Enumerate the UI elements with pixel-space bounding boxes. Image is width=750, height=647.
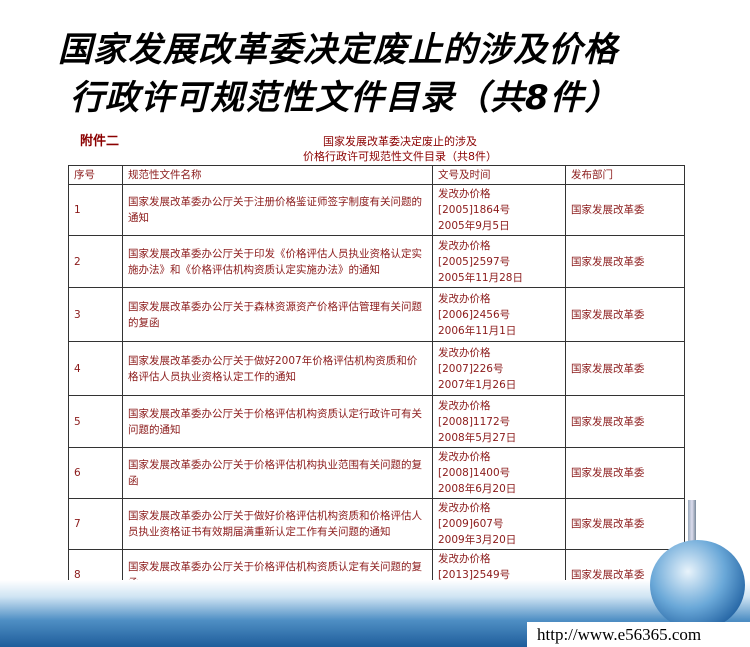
doc-date: 2008年6月20日	[438, 483, 517, 495]
doc-date: 2007年1月26日	[438, 378, 517, 391]
table-row: 3 国家发展改革委办公厅关于森林资源资产价格评估管理有关问题的复函 发改办价格 […	[68, 287, 685, 342]
doc-prefix: 发改办价格	[438, 188, 491, 200]
website-url: http://www.e56365.com	[527, 622, 750, 647]
regulations-table: 序号 规范性文件名称 文号及时间 发布部门 1 国家发展改革委办公厅关于注册价格…	[68, 165, 685, 601]
doc-date: 2005年11月28日	[438, 271, 523, 284]
slide-title-line2: 行政许可规范性文件目录（共8件）	[70, 78, 620, 118]
issuing-department: 国家发展改革委	[565, 498, 685, 550]
doc-date: 2006年11月1日	[438, 324, 517, 337]
document-name: 国家发展改革委办公厅关于印发《价格评估人员执业资格认定实施办法》和《价格评估机构…	[122, 235, 433, 288]
row-number: 5	[68, 395, 123, 448]
doc-prefix: 发改办价格	[438, 239, 491, 252]
doc-date: 2008年5月27日	[438, 431, 517, 444]
doc-date: 2009年3月20日	[438, 534, 517, 546]
row-number: 4	[68, 341, 123, 396]
table-row: 7 国家发展改革委办公厅关于做好价格评估机构资质和价格评估人员执业资格证书有效期…	[68, 498, 685, 550]
doc-title-line1: 国家发展改革委决定废止的涉及	[323, 135, 477, 148]
issuing-department: 国家发展改革委	[565, 395, 685, 448]
table-row: 2 国家发展改革委办公厅关于印发《价格评估人员执业资格认定实施办法》和《价格评估…	[68, 235, 685, 288]
document-number-date: 发改办价格 [2009]607号 2009年3月20日	[432, 498, 566, 550]
doc-number: [2008]1172号	[438, 415, 511, 428]
document-name: 国家发展改革委办公厅关于做好价格评估机构资质和价格评估人员执业资格证书有效期届满…	[122, 498, 433, 550]
table-row: 5 国家发展改革委办公厅关于价格评估机构资质认定行政许可有关问题的通知 发改办价…	[68, 395, 685, 448]
doc-number: [2005]2597号	[438, 255, 511, 268]
document-number-date: 发改办价格 [2005]1864号 2005年9月5日	[432, 184, 566, 236]
table-header-row: 序号 规范性文件名称 文号及时间 发布部门	[68, 165, 685, 185]
building-icon	[688, 500, 696, 560]
doc-number: [2013]2549号	[438, 569, 511, 581]
doc-number: [2005]1864号	[438, 204, 511, 216]
document-name: 国家发展改革委办公厅关于森林资源资产价格评估管理有关问题的复函	[122, 287, 433, 342]
document-number-date: 发改办价格 [2007]226号 2007年1月26日	[432, 341, 566, 396]
document-number-date: 发改办价格 [2008]1400号 2008年6月20日	[432, 447, 566, 499]
table-row: 6 国家发展改革委办公厅关于价格评估机构执业范围有关问题的复函 发改办价格 [20…	[68, 447, 685, 499]
header-cell: 文号及时间	[432, 165, 566, 185]
doc-number: [2009]607号	[438, 518, 504, 530]
issuing-department: 国家发展改革委	[565, 447, 685, 499]
doc-prefix: 发改办价格	[438, 502, 491, 514]
document-number-date: 发改办价格 [2005]2597号 2005年11月28日	[432, 235, 566, 288]
document-name: 国家发展改革委办公厅关于价格评估机构执业范围有关问题的复函	[122, 447, 433, 499]
slide-title-line1: 国家发展改革委决定废止的涉及价格	[58, 30, 618, 70]
doc-number: [2006]2456号	[438, 308, 511, 321]
header-cell: 规范性文件名称	[122, 165, 433, 185]
document-name: 国家发展改革委办公厅关于做好2007年价格评估机构资质和价格评估人员执业资格认定…	[122, 341, 433, 396]
doc-prefix: 发改办价格	[438, 451, 491, 463]
document-number-date: 发改办价格 [2006]2456号 2006年11月1日	[432, 287, 566, 342]
doc-prefix: 发改办价格	[438, 346, 491, 359]
document-name: 国家发展改革委办公厅关于价格评估机构资质认定行政许可有关问题的通知	[122, 395, 433, 448]
attachment-label: 附件二	[80, 134, 120, 149]
issuing-department: 国家发展改革委	[565, 184, 685, 236]
row-number: 3	[68, 287, 123, 342]
issuing-department: 国家发展改革委	[565, 235, 685, 288]
row-number: 7	[68, 498, 123, 550]
doc-prefix: 发改办价格	[438, 553, 491, 565]
row-number: 2	[68, 235, 123, 288]
row-number: 6	[68, 447, 123, 499]
doc-title-line2: 价格行政许可规范性文件目录（共8件）	[303, 150, 497, 163]
globe-icon	[650, 540, 745, 630]
header-cell: 序号	[68, 165, 123, 185]
doc-number: [2008]1400号	[438, 467, 511, 479]
doc-prefix: 发改办价格	[438, 292, 491, 305]
issuing-department: 国家发展改革委	[565, 287, 685, 342]
document-number-date: 发改办价格 [2008]1172号 2008年5月27日	[432, 395, 566, 448]
doc-date: 2005年9月5日	[438, 220, 510, 232]
issuing-department: 国家发展改革委	[565, 341, 685, 396]
table-row: 4 国家发展改革委办公厅关于做好2007年价格评估机构资质和价格评估人员执业资格…	[68, 341, 685, 396]
table-row: 1 国家发展改革委办公厅关于注册价格鉴证师签字制度有关问题的通知 发改办价格 [2…	[68, 184, 685, 236]
row-number: 1	[68, 184, 123, 236]
document-name: 国家发展改革委办公厅关于注册价格鉴证师签字制度有关问题的通知	[122, 184, 433, 236]
doc-prefix: 发改办价格	[438, 399, 491, 412]
header-cell: 发布部门	[565, 165, 685, 185]
doc-number: [2007]226号	[438, 362, 504, 375]
